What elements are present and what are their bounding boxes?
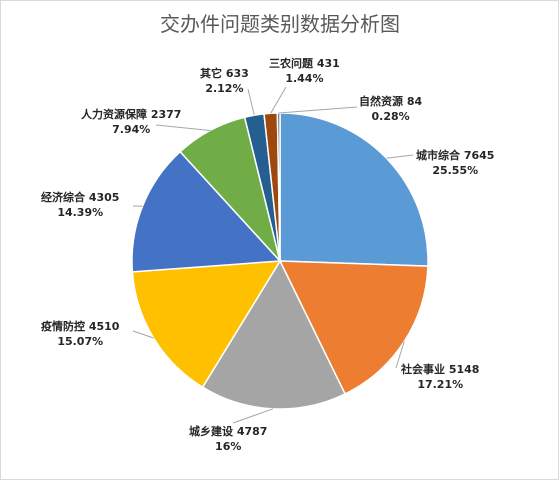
leader-line-8: [271, 87, 286, 113]
data-label-name-4: 疫情防控 4510: [41, 319, 120, 333]
data-label-name-8: 三农问题 431: [269, 56, 340, 70]
data-label-percent-5: 14.39%: [57, 206, 103, 219]
data-label-percent-2: 17.21%: [417, 378, 463, 391]
data-label-name-2: 社会事业 5148: [400, 362, 479, 376]
data-label-name-3: 城乡建设 4787: [189, 424, 267, 438]
data-label-percent-8: 1.44%: [285, 72, 323, 85]
data-label-name-1: 城市综合 7645: [416, 148, 494, 162]
data-label-percent-1: 25.55%: [432, 164, 478, 177]
data-label-percent-6: 7.94%: [112, 123, 150, 136]
leader-line-6: [156, 125, 210, 131]
data-label-percent-3: 16%: [215, 440, 241, 453]
data-label-percent-9: 0.28%: [371, 110, 409, 123]
leader-line-3: [233, 409, 273, 423]
slices-group: [132, 113, 428, 409]
leader-line-9: [279, 107, 357, 113]
data-label-name-7: 其它 633: [200, 66, 249, 80]
data-label-percent-7: 2.12%: [205, 82, 243, 95]
leader-line-7: [248, 89, 254, 115]
data-label-name-9: 自然资源 84: [359, 94, 422, 108]
data-label-name-6: 人力资源保障 2377: [81, 107, 181, 121]
data-label-name-5: 经济综合 4305: [41, 190, 119, 204]
pie-slice-1: [280, 113, 428, 266]
data-label-percent-4: 15.07%: [57, 335, 103, 348]
chart-title: 交办件问题类别数据分析图: [160, 12, 400, 36]
leader-line-1: [386, 155, 413, 158]
